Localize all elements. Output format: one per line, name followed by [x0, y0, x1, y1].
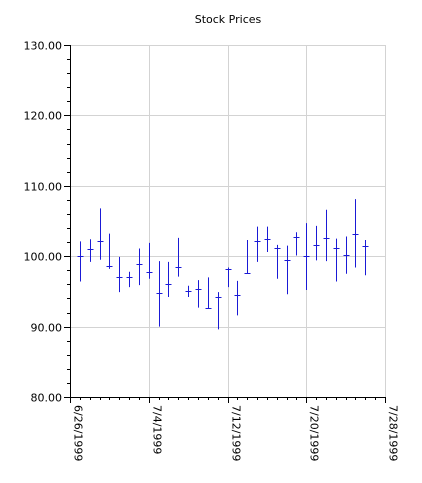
- ohlc-bar: [323, 209, 330, 262]
- y-tick-label: 110.00: [24, 181, 63, 194]
- ohlc-bar: [333, 238, 340, 282]
- ohlc-bar: [146, 242, 153, 279]
- ohlc-bar: [195, 280, 202, 308]
- x-tick-label: 7/12/1999: [230, 405, 243, 461]
- ohlc-series: [77, 199, 369, 330]
- y-tick-label: 100.00: [24, 251, 63, 264]
- ohlc-bar: [313, 225, 320, 261]
- ohlc-bar: [352, 199, 359, 268]
- ohlc-bar: [234, 280, 241, 316]
- ohlc-bar: [284, 245, 291, 295]
- ohlc-bar: [264, 226, 271, 252]
- grid-lines: [70, 45, 386, 398]
- ohlc-bar: [165, 261, 172, 298]
- ohlc-bar: [274, 244, 281, 279]
- ohlc-bar: [362, 240, 369, 276]
- x-tick-label: 6/26/1999: [72, 405, 85, 461]
- ohlc-bar: [156, 261, 163, 327]
- x-tick-label: 7/28/1999: [387, 405, 400, 461]
- ohlc-bar: [293, 232, 300, 256]
- ohlc-bar: [77, 241, 84, 282]
- ohlc-bar: [225, 267, 232, 288]
- chart-title: Stock Prices: [195, 13, 262, 26]
- ohlc-bar: [126, 271, 133, 288]
- ohlc-bar: [175, 237, 182, 277]
- y-tick-label: 130.00: [24, 40, 63, 53]
- y-tick-label: 120.00: [24, 110, 63, 123]
- ohlc-bar: [106, 233, 113, 269]
- ohlc-bar: [343, 236, 350, 274]
- ohlc-bar: [205, 277, 212, 309]
- ohlc-bar: [185, 285, 192, 298]
- ohlc-bar: [97, 208, 104, 260]
- x-tick-label: 7/20/1999: [308, 405, 321, 461]
- ohlc-bar: [303, 223, 310, 290]
- ohlc-bar: [215, 292, 222, 330]
- ohlc-bar: [136, 248, 143, 286]
- x-tick-label: 7/4/1999: [151, 405, 164, 454]
- ohlc-bar: [87, 239, 94, 262]
- y-tick-label: 90.00: [31, 322, 63, 335]
- y-tick-label: 80.00: [31, 392, 63, 405]
- ohlc-bar: [244, 240, 251, 274]
- axes: 80.00 90.00 100.00 110.00 120.00 130.00 6/26/1…: [24, 40, 400, 462]
- ohlc-bar: [254, 226, 261, 262]
- ohlc-bar: [116, 256, 123, 293]
